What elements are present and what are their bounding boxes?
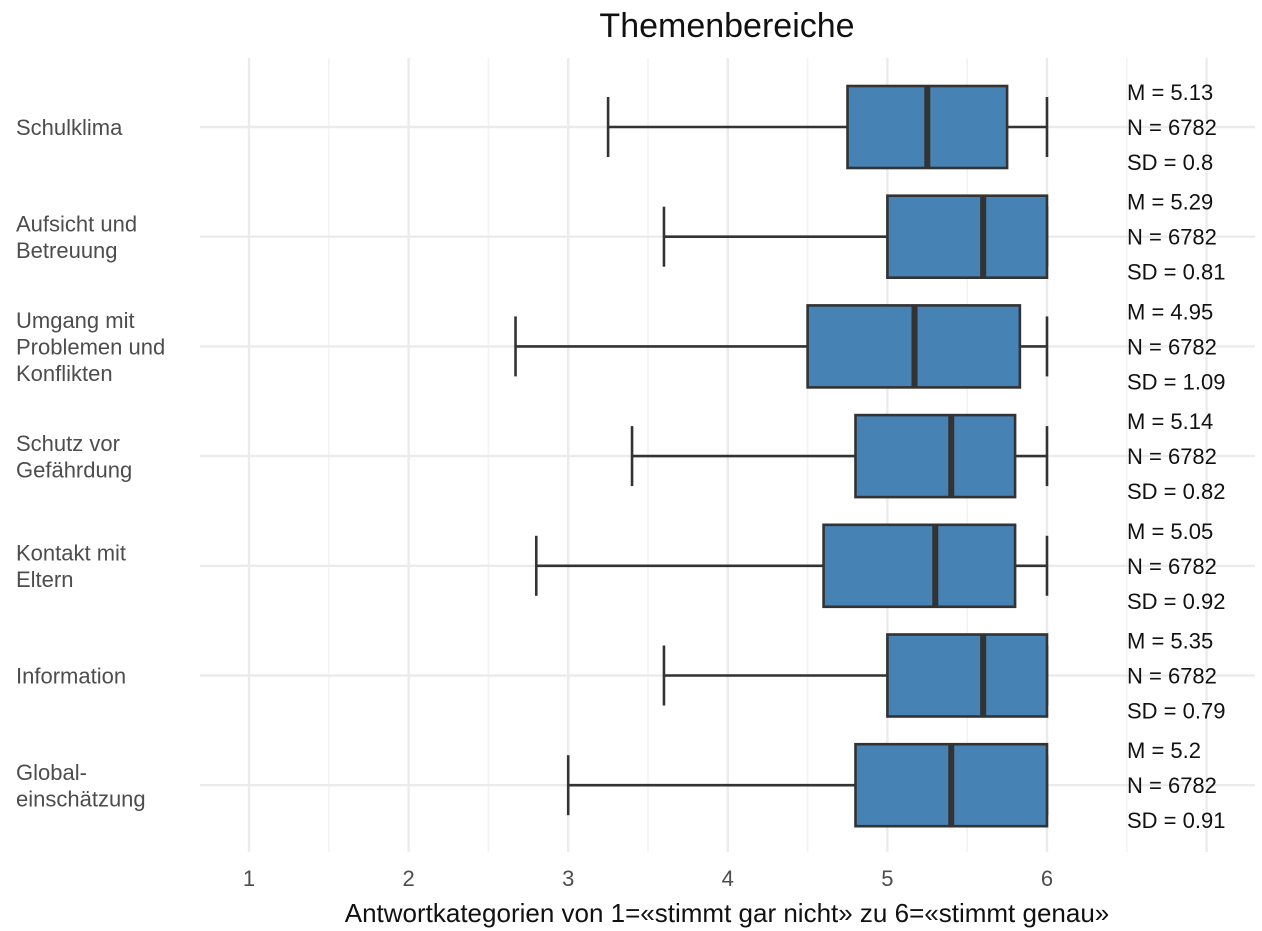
stat-text: M = 5.29: [1127, 190, 1213, 215]
x-axis-ticks: 1 2 3 4 5 6: [243, 866, 1053, 891]
stat-text: N = 6782: [1127, 225, 1217, 250]
stat-text: SD = 0.92: [1127, 589, 1225, 614]
category-label: Information: [16, 664, 126, 689]
stat-text: N = 6782: [1127, 115, 1217, 140]
stat-text: SD = 0.79: [1127, 699, 1225, 724]
category-label-line: Schulklima: [16, 115, 123, 140]
box: [886, 633, 1049, 718]
stat-text: M = 5.2: [1127, 738, 1201, 763]
box: [822, 523, 1017, 609]
stat-text: M = 4.95: [1127, 299, 1213, 324]
stat-text: N = 6782: [1127, 554, 1217, 579]
category-label: Global-einschätzung: [16, 760, 146, 812]
x-tick-label: 2: [402, 866, 414, 891]
x-tick-label: 4: [722, 866, 734, 891]
x-axis-label: Antwortkategorien von 1=«stimmt gar nich…: [345, 898, 1110, 928]
stat-text: M = 5.05: [1127, 519, 1213, 544]
category-label-line: einschätzung: [16, 786, 146, 811]
stat-text: SD = 0.8: [1127, 150, 1213, 175]
x-tick-label: 1: [243, 866, 255, 891]
category-label-line: Umgang mit: [16, 308, 135, 333]
category-label-line: Global-: [16, 760, 87, 785]
category-label-line: Gefährdung: [16, 457, 132, 482]
chart-title: Themenbereiche: [599, 7, 854, 45]
category-label-line: Aufsicht und: [16, 211, 137, 236]
stat-text: M = 5.13: [1127, 80, 1213, 105]
stat-text: SD = 0.91: [1127, 808, 1225, 833]
stat-text: N = 6782: [1127, 773, 1217, 798]
stat-text: SD = 1.09: [1127, 369, 1225, 394]
box: [886, 194, 1049, 279]
category-label: Umgang mit Problemen und Konflikten: [16, 308, 165, 386]
stat-annotations: M = 5.13 N = 6782 SD = 0.8 M = 5.29 N = 6782…: [1127, 80, 1225, 833]
stat-text: SD = 0.81: [1127, 260, 1225, 285]
x-tick-label: 6: [1041, 866, 1053, 891]
stat-text: SD = 0.82: [1127, 479, 1225, 504]
category-label-line: Betreuung: [16, 238, 118, 263]
category-label-line: Kontakt mit: [16, 541, 126, 566]
category-label-line: Information: [16, 664, 126, 689]
x-tick-label: 3: [562, 866, 574, 891]
x-tick-label: 5: [881, 866, 893, 891]
box: [854, 413, 1017, 499]
stat-text: N = 6782: [1127, 664, 1217, 689]
category-label-line: Eltern: [16, 567, 73, 592]
category-label: Schutz vor Gefährdung: [16, 431, 132, 483]
plot-area: [514, 84, 1049, 828]
category-label: Schulklima: [16, 115, 123, 140]
stat-text: N = 6782: [1127, 444, 1217, 469]
category-label: Kontakt mit Eltern: [16, 541, 126, 593]
category-label: Aufsicht und Betreuung: [16, 211, 137, 263]
category-label-line: Schutz vor: [16, 431, 120, 456]
y-axis-labels: Schulklima Aufsicht und Betreuung Umgang mi…: [16, 115, 165, 811]
stat-text: M = 5.14: [1127, 409, 1213, 434]
stat-text: M = 5.35: [1127, 629, 1213, 654]
category-label-line: Konflikten: [16, 361, 113, 386]
category-label-line: Problemen und: [16, 334, 165, 359]
stat-text: N = 6782: [1127, 334, 1217, 359]
